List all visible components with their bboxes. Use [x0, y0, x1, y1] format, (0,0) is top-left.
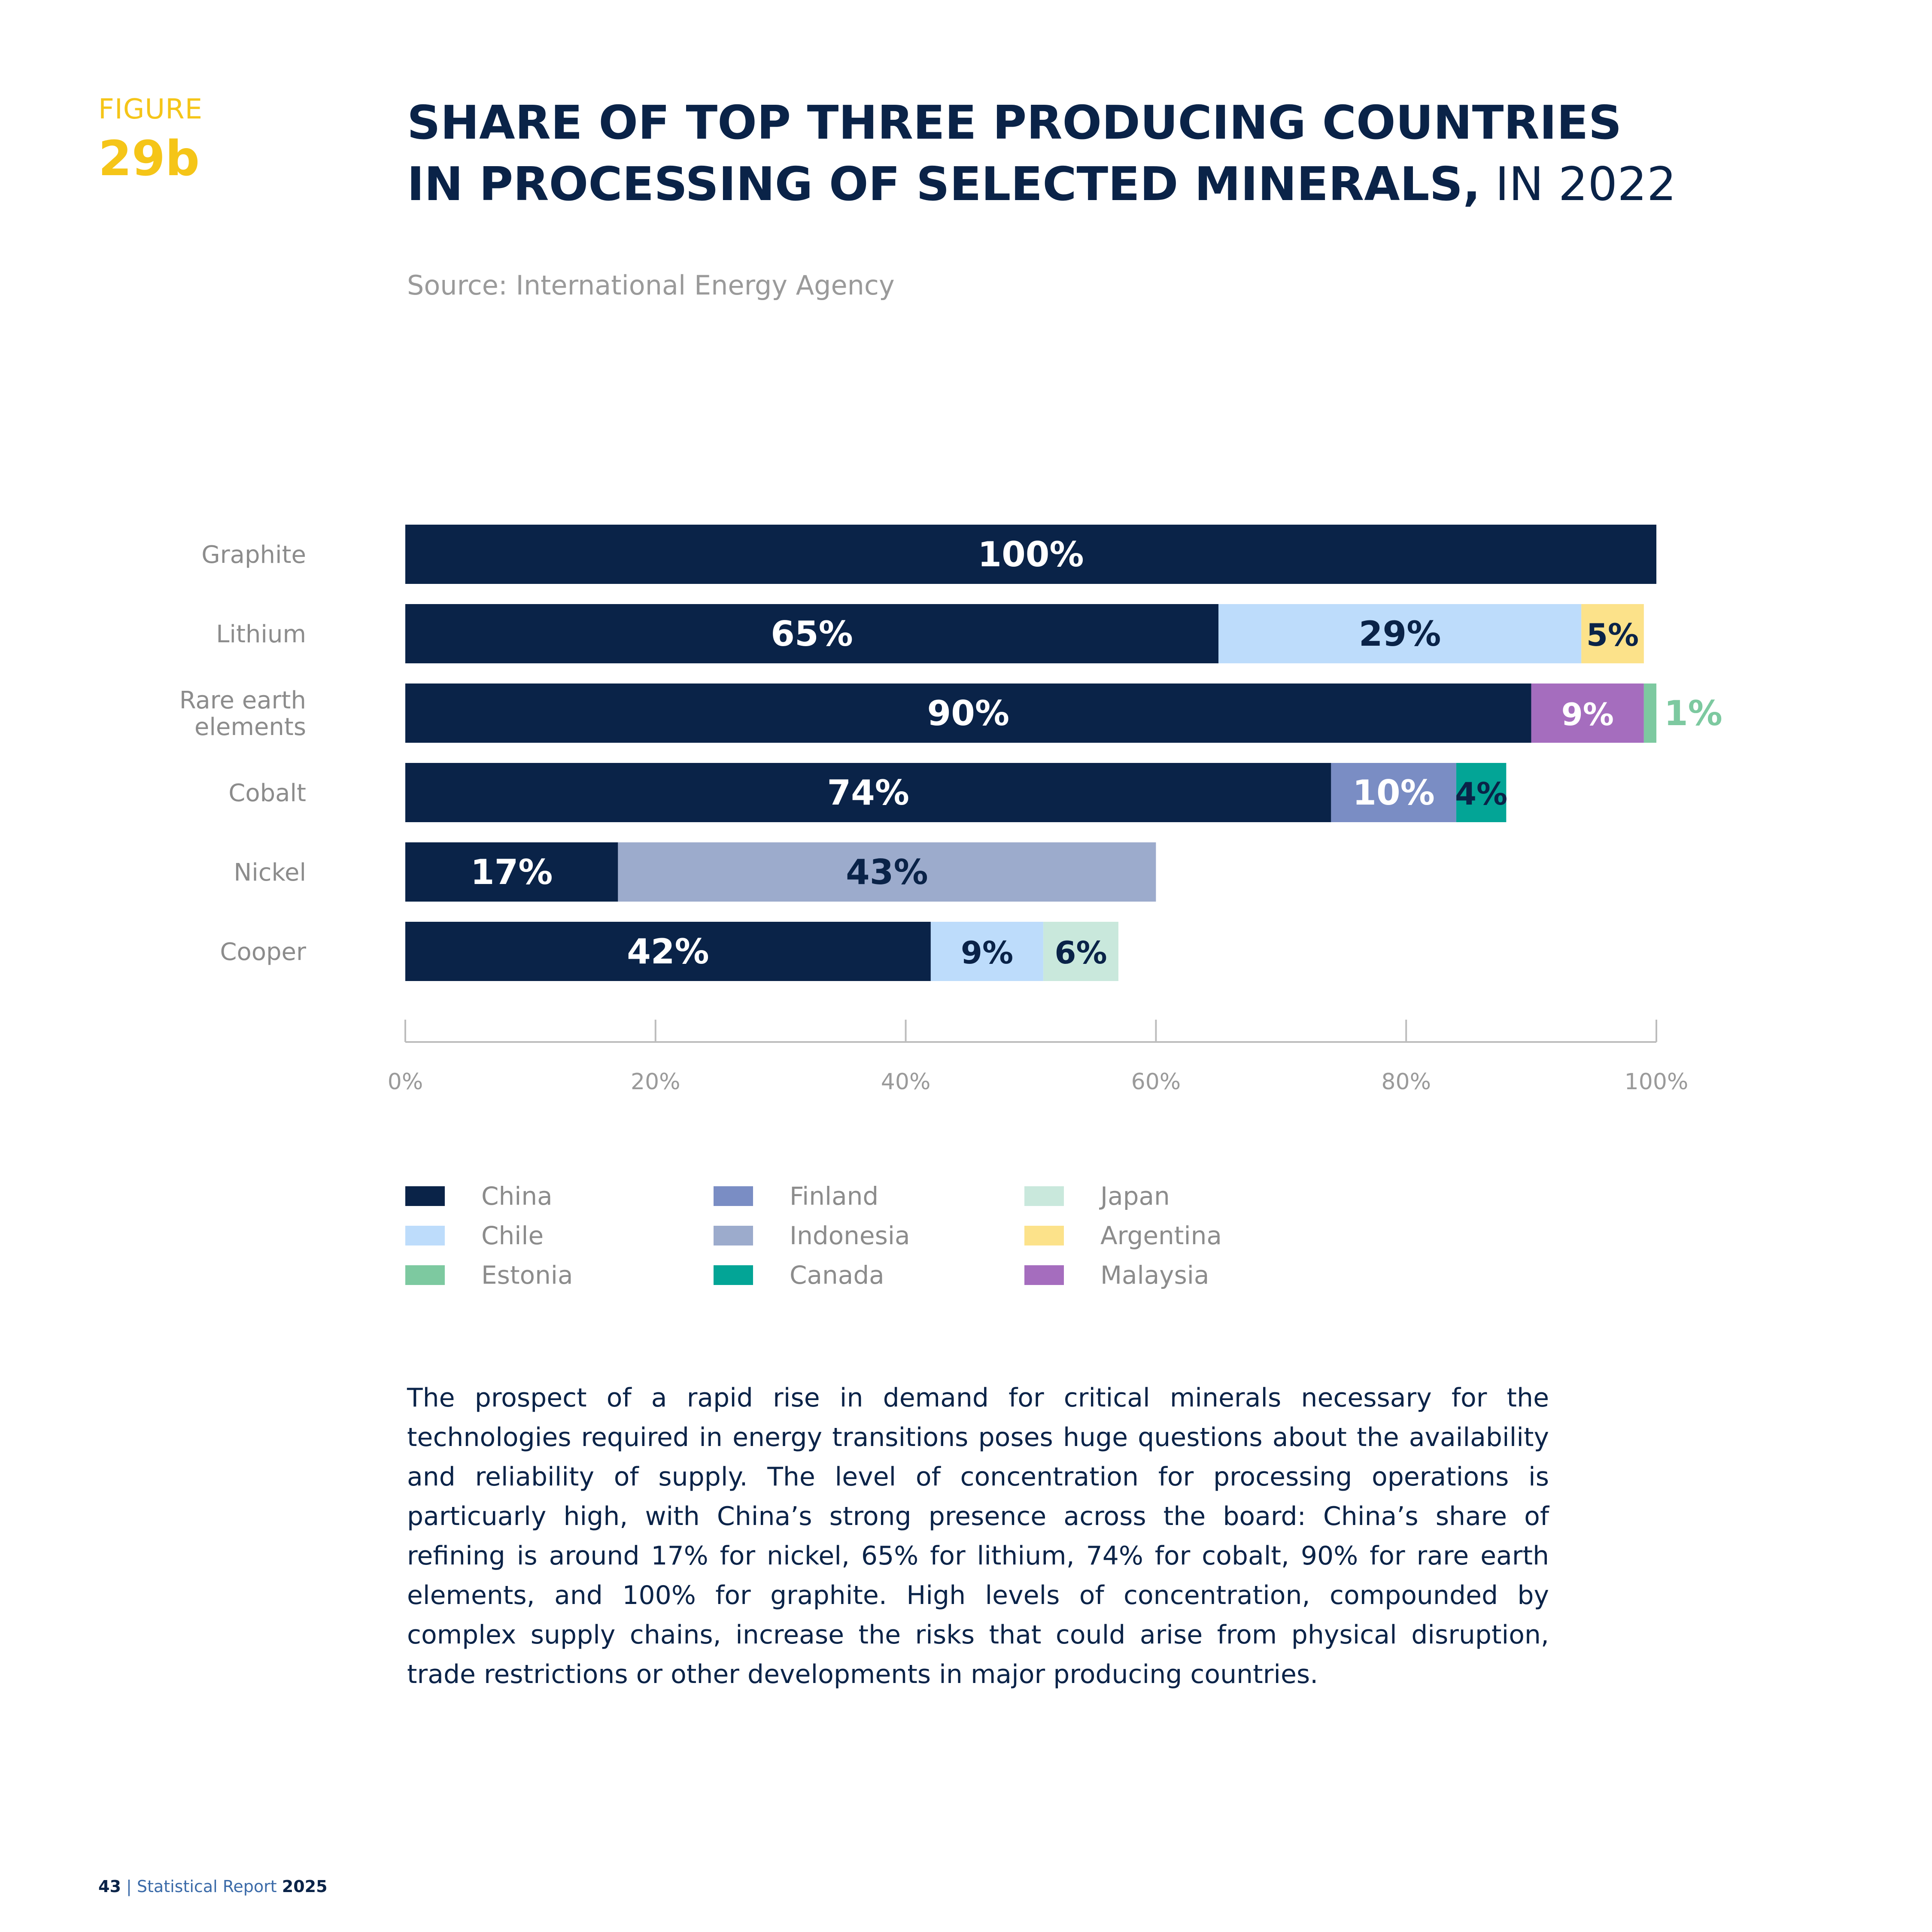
- source-note: Source: International Energy Agency: [407, 270, 895, 301]
- category-label: Nickel: [234, 859, 306, 887]
- x-tick-label: 60%: [1131, 1069, 1181, 1095]
- chart-legend: China Chile Estonia Finland Indonesia Canada J…: [405, 1176, 1264, 1305]
- bar-segment-indonesia: [618, 842, 1156, 902]
- x-tick-label: 100%: [1625, 1069, 1689, 1095]
- chart-title-line1: SHARE OF TOP THREE PRODUCING COUNTRIES: [407, 96, 1622, 150]
- bar-segment-china: [405, 842, 618, 902]
- data-label: 5%: [1586, 617, 1639, 653]
- legend-label: Canada: [790, 1261, 884, 1290]
- x-tick-label: 80%: [1381, 1069, 1431, 1095]
- figure-label: FIGURE: [98, 94, 203, 125]
- chart-title-line2-bold: IN PROCESSING OF SELECTED MINERALS,: [407, 158, 1481, 211]
- legend-label: Malaysia: [1100, 1261, 1209, 1290]
- legend-swatch: [405, 1186, 445, 1206]
- legend-item: Estonia: [405, 1255, 573, 1295]
- data-label: 90%: [927, 693, 1009, 733]
- data-label: 6%: [1054, 935, 1107, 971]
- bar-segment-china: [405, 763, 1331, 822]
- legend-item: Argentina: [1024, 1216, 1222, 1255]
- bar-segment-japan: [1043, 922, 1118, 981]
- x-tick-label: 0%: [388, 1069, 423, 1095]
- stacked-bar-chart: Graphite 100% Lithium 65% 29% 5% Rare earth ele…: [179, 525, 1722, 1095]
- data-label: 65%: [771, 614, 853, 654]
- legend-label: Chile: [481, 1221, 544, 1250]
- legend-label: Japan: [1100, 1182, 1170, 1211]
- legend-swatch: [405, 1265, 445, 1285]
- legend-label: China: [481, 1182, 553, 1211]
- data-label: 9%: [961, 935, 1013, 971]
- category-label: Graphite: [201, 541, 306, 569]
- legend-swatch: [714, 1265, 753, 1285]
- bar-segment-chile: [1218, 604, 1582, 663]
- report-year: 2025: [282, 1877, 328, 1896]
- footer-separator: |: [126, 1877, 132, 1896]
- legend-swatch: [1024, 1186, 1064, 1206]
- bar-segment-china: [405, 525, 1656, 584]
- x-tick-label: 20%: [631, 1069, 680, 1095]
- legend-swatch: [1024, 1265, 1064, 1285]
- data-label: 1%: [1664, 693, 1722, 733]
- legend-swatch: [405, 1226, 445, 1245]
- data-label: 100%: [978, 535, 1084, 574]
- data-label: 29%: [1359, 614, 1441, 654]
- data-label: 4%: [1455, 776, 1507, 812]
- data-label: 17%: [471, 852, 553, 892]
- legend-item: Indonesia: [714, 1216, 910, 1255]
- bar-segment-chile: [930, 922, 1044, 981]
- legend-item: China: [405, 1176, 553, 1216]
- category-label: Cooper: [220, 938, 307, 966]
- bar-segment-canada: [1456, 763, 1507, 822]
- data-label: 74%: [827, 773, 909, 813]
- legend-swatch: [714, 1186, 753, 1206]
- legend-label: Finland: [790, 1182, 879, 1211]
- legend-swatch: [1024, 1226, 1064, 1245]
- legend-label: Estonia: [481, 1261, 573, 1290]
- page-footer: 43 | Statistical Report 2025: [98, 1877, 328, 1896]
- bar-segment-china: [405, 604, 1219, 663]
- legend-swatch: [714, 1226, 753, 1245]
- chart-title: SHARE OF TOP THREE PRODUCING COUNTRIES I…: [407, 92, 1677, 215]
- category-label: Cobalt: [228, 779, 306, 807]
- legend-item: Canada: [714, 1255, 884, 1295]
- bar-segment-malaysia: [1531, 683, 1644, 743]
- chart-title-line2-light: IN 2022: [1480, 158, 1677, 211]
- x-tick-label: 40%: [881, 1069, 931, 1095]
- legend-item: Japan: [1024, 1176, 1170, 1216]
- legend-label: Indonesia: [790, 1221, 910, 1250]
- body-paragraph: The prospect of a rapid rise in demand f…: [407, 1383, 1549, 1689]
- report-name: Statistical Report: [137, 1877, 277, 1896]
- data-label: 10%: [1352, 773, 1434, 813]
- category-label: Lithium: [216, 620, 306, 648]
- legend-item: Malaysia: [1024, 1255, 1209, 1295]
- bar-segment-finland: [1331, 763, 1456, 822]
- category-label: Rare earth elements: [179, 687, 306, 741]
- legend-item: Finland: [714, 1176, 878, 1216]
- page-number: 43: [98, 1877, 121, 1896]
- figure-number: 29b: [98, 131, 200, 187]
- bar-segment-argentina: [1581, 604, 1644, 663]
- legend-item: Chile: [405, 1216, 544, 1255]
- bar-segment-china: [405, 683, 1531, 743]
- data-label: 43%: [846, 852, 928, 892]
- data-label: 9%: [1561, 696, 1614, 732]
- bar-segment-estonia: [1643, 683, 1656, 743]
- chart-title-line2: IN PROCESSING OF SELECTED MINERALS, IN 2…: [407, 154, 1677, 215]
- bar-segment-china: [405, 922, 931, 981]
- data-label: 42%: [627, 932, 709, 972]
- legend-label: Argentina: [1100, 1221, 1222, 1250]
